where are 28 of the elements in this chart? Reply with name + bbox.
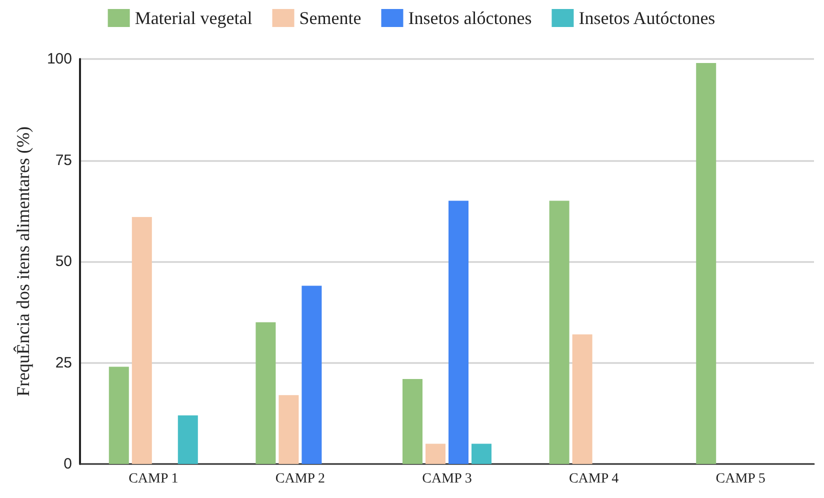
bar [402, 378, 422, 464]
x-tick-label: CAMP 4 [568, 472, 619, 486]
y-tick-label: 100 [46, 50, 72, 68]
bar [696, 63, 716, 464]
y-tick-label: 50 [55, 253, 72, 270]
x-tick-label: CAMP 1 [128, 472, 178, 486]
y-tick-label: 75 [55, 152, 72, 169]
bar [426, 444, 446, 464]
y-axis-title: FrequÊncia dos itens alimentares (%) [13, 126, 33, 396]
bar [108, 366, 129, 464]
bar [572, 334, 592, 464]
y-tick-label: 0 [64, 456, 72, 472]
bar [256, 322, 276, 464]
bar [278, 395, 299, 464]
legend-label: Insetos Autóctones [578, 8, 716, 28]
bar [448, 200, 468, 464]
y-tick-label: 25 [55, 354, 72, 372]
x-tick-label: CAMP 2 [275, 472, 326, 486]
legend-label: Semente [299, 8, 362, 28]
bar [472, 444, 492, 464]
legend-label: Insetos alóctones [408, 8, 532, 28]
bar [302, 286, 322, 464]
legend-label: Material vegetal [134, 8, 252, 28]
x-tick-label: CAMP 3 [422, 472, 472, 486]
bar [178, 415, 198, 464]
bar [132, 216, 152, 464]
x-tick-label: CAMP 5 [716, 472, 766, 486]
bar [549, 200, 570, 464]
